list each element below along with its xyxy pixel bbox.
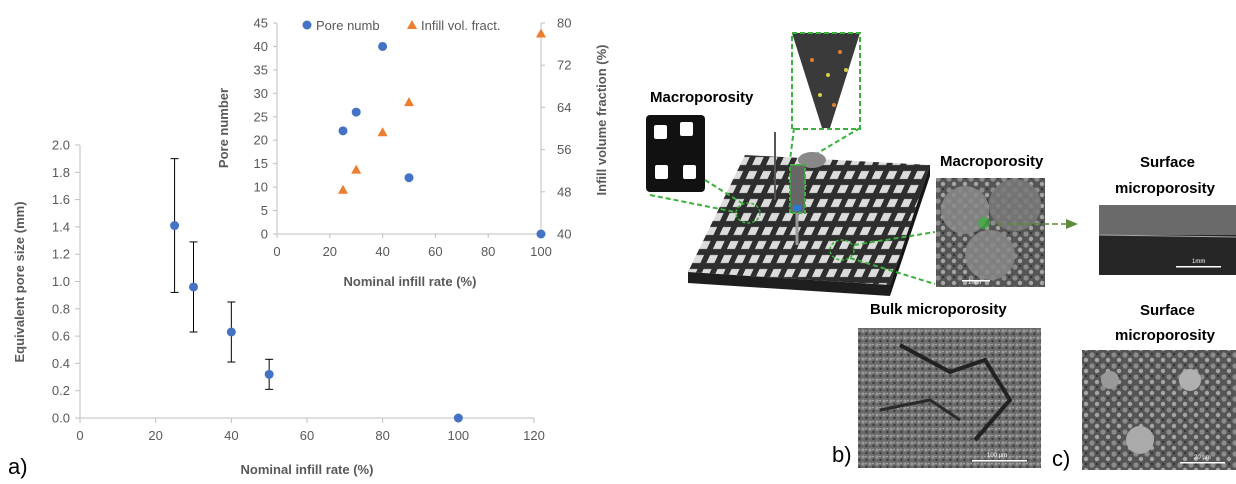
inset-circle-point [536, 229, 546, 239]
inset-y2-tick-label: 72 [557, 58, 571, 73]
inset-y-tick-label: 10 [254, 180, 268, 195]
label-surface-2b: microporosity [1115, 327, 1216, 344]
main-x-tick-label: 0 [76, 428, 83, 443]
inset-x-tick-label: 0 [273, 244, 280, 259]
main-y-tick-label: 1.2 [52, 247, 70, 262]
main-y-tick-label: 0.6 [52, 329, 70, 344]
inset-y2-tick-label: 56 [557, 142, 571, 157]
inset-y-tick-label: 45 [254, 16, 268, 31]
main-x-axis-title: Nominal infill rate (%) [241, 462, 374, 477]
main-x-tick-label: 100 [447, 428, 469, 443]
inset-legend: Pore numb Infill vol. fract. [302, 18, 500, 33]
sem-macroporosity: 1mm [936, 178, 1045, 287]
inset-background [268, 14, 568, 250]
main-x-tick-label: 120 [523, 428, 545, 443]
scale-label-1mm-a: 1mm [968, 280, 981, 286]
scale-label-1mm-b: 1mm [1192, 259, 1205, 265]
label-surface-1a: Surface [1140, 154, 1195, 171]
legend-infill-fraction: Infill vol. fract. [421, 18, 500, 33]
inset-circle-point [351, 107, 361, 117]
inset-y-tick-label: 25 [254, 109, 268, 124]
panel-label-c: c) [1052, 446, 1070, 471]
legend-circle-marker [302, 20, 312, 30]
label-surface-1b: microporosity [1115, 180, 1216, 197]
inset-chart: 0 5 10 15 20 25 30 35 40 45 40 48 56 64 72 80 0 20 40 60 8… [216, 14, 609, 289]
scaffold-grid [688, 155, 930, 285]
inset-y-tick-label: 15 [254, 156, 268, 171]
scale-label-20um: 20 µm [1194, 455, 1211, 461]
inset-circle-point [404, 173, 414, 183]
main-x-tick-label: 60 [300, 428, 314, 443]
sem-surface-bottom: 20 µm [1082, 350, 1236, 470]
main-chart: 0.0 0.2 0.4 0.6 0.8 1.0 1.2 1.4 1.6 1.8 2.0 0 20 40 6… [12, 138, 545, 478]
main-y-tick-label: 2.0 [52, 138, 70, 153]
inset-x-tick-label: 40 [375, 244, 389, 259]
scale-label-100um: 100 µm [987, 453, 1007, 459]
inset-x-tick-label: 60 [428, 244, 442, 259]
inset-triangle-point [377, 127, 388, 137]
main-y-tick-label: 1.6 [52, 192, 70, 207]
inset-y-tick-label: 0 [261, 227, 268, 242]
inset-y2-tick-label: 80 [557, 16, 571, 31]
nozzle-zoom [791, 32, 861, 130]
main-x-tick-label: 40 [224, 428, 238, 443]
inset-y2-tick-label: 48 [557, 184, 571, 199]
main-y-tick-label: 0.2 [52, 383, 70, 398]
inset-x-tick-label: 20 [323, 244, 337, 259]
inset-circle-point [338, 126, 348, 136]
label-bulk: Bulk microporosity [870, 301, 1007, 318]
data-point [264, 369, 274, 379]
print-head [774, 132, 826, 245]
main-y-tick-label: 1.0 [52, 274, 70, 289]
inset-triangle-point [338, 184, 348, 194]
panel-label-a: a) [8, 454, 28, 479]
inset-y-tick-label: 30 [254, 86, 268, 101]
main-y-tick-label: 0.8 [52, 301, 70, 316]
legend-triangle-marker [407, 20, 417, 29]
main-y-axis-title: Equivalent pore size (mm) [12, 201, 27, 362]
inset-y-tick-label: 20 [254, 133, 268, 148]
main-x-tick-label: 20 [148, 428, 162, 443]
data-point [226, 327, 236, 337]
inset-x-axis-title: Nominal infill rate (%) [344, 274, 477, 289]
panel-label-b: b) [832, 442, 852, 467]
legend-pore-number: Pore numb [316, 18, 380, 33]
inset-triangle-point [536, 28, 546, 38]
inset-y2-tick-label: 40 [557, 227, 571, 242]
main-y-tick-label: 1.4 [52, 219, 70, 234]
inset-y2-axis-title: Infill volume fraction (%) [594, 45, 609, 196]
inset-y-tick-label: 35 [254, 62, 268, 77]
inset-circle-point [378, 41, 388, 51]
main-y-tick-label: 0.4 [52, 356, 70, 371]
inset-triangle-point [404, 97, 414, 107]
main-y-tick-label: 1.8 [52, 165, 70, 180]
main-y-tick-label: 0.0 [52, 411, 70, 426]
data-point [189, 282, 198, 292]
label-macroporosity-1: Macroporosity [650, 89, 754, 106]
main-x-tick-label: 80 [375, 428, 389, 443]
inset-y-tick-label: 5 [261, 203, 268, 218]
label-surface-2a: Surface [1140, 302, 1195, 319]
inset-y-tick-label: 40 [254, 39, 268, 54]
macroporosity-thumbnail [646, 115, 705, 192]
label-macroporosity-2: Macroporosity [940, 153, 1044, 170]
data-point [453, 413, 463, 423]
printing-illustration: Macroporosity [646, 32, 936, 296]
data-point [170, 221, 180, 231]
inset-triangle-point [351, 164, 362, 174]
sem-surface-top: 1mm [1098, 205, 1236, 275]
inset-y2-tick-label: 64 [557, 100, 571, 115]
inset-x-tick-label: 80 [481, 244, 495, 259]
inset-y-axis-title: Pore number [216, 88, 231, 168]
arrow-head-icon [1066, 219, 1078, 229]
inset-x-tick-label: 100 [530, 244, 552, 259]
sem-bulk: 100 µm [858, 328, 1041, 468]
